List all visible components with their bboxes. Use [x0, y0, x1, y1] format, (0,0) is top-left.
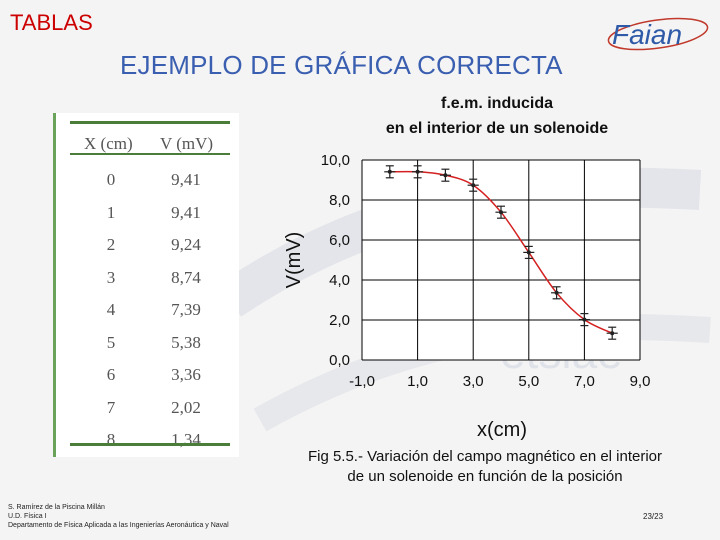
x-tick-label: 3,0 — [463, 373, 484, 390]
table-cell-x: 5 — [106, 332, 116, 352]
data-point — [443, 173, 448, 178]
table-cell-x: 0 — [106, 170, 116, 189]
figure-caption: Fig 5.5.- Variación del campo magnético … — [260, 447, 710, 487]
table-cell-v: 5,38 — [171, 332, 201, 352]
table-cell-v: 9,41 — [171, 170, 201, 189]
slide-title: EJEMPLO DE GRÁFICA CORRECTA — [120, 50, 563, 80]
column-header-v: V (mV) — [160, 134, 214, 153]
chart-title: f.e.m. inducida — [441, 95, 553, 112]
data-point — [415, 169, 420, 174]
data-point — [499, 210, 503, 215]
table-cell-v: 1,34 — [171, 430, 201, 449]
x-axis-label: x(cm) — [477, 419, 527, 441]
data-table: X (cm) V (mV) 0 9,41 1 9,41 2 9,24 3 8,74 4 7,39 5… — [53, 113, 239, 457]
data-point — [610, 331, 615, 336]
table-cell-x: 3 — [106, 267, 116, 287]
table-cell-v: 9,41 — [171, 202, 201, 222]
table-cell-x: 7 — [106, 397, 116, 417]
table-cell-x: 8 — [106, 430, 116, 449]
y-tick-label: 2,0 — [329, 312, 350, 329]
chart: f.e.m. inducida en el interior de un sol… — [283, 95, 651, 441]
x-tick-label: -1,0 — [349, 373, 375, 390]
table-cell-x: 4 — [106, 300, 116, 319]
data-point — [526, 250, 531, 255]
x-tick-label: 5,0 — [518, 373, 539, 390]
footer: S. Ramírez de la Piscina Millán U.D. Fís… — [8, 503, 229, 530]
data-point — [582, 317, 587, 322]
y-tick-label: 0,0 — [329, 352, 350, 369]
column-header-x: X (cm) — [84, 134, 133, 153]
slide-header: TABLAS — [10, 10, 93, 35]
logo-text: Faian — [612, 19, 682, 50]
y-tick-label: 10,0 — [321, 152, 350, 169]
y-axis-label: V(mV) — [283, 232, 305, 289]
table-cell-x: 6 — [106, 365, 116, 384]
plot-background — [362, 160, 640, 360]
table-cell-x: 1 — [106, 202, 116, 222]
y-tick-label: 4,0 — [329, 272, 350, 289]
table-cell-v: 3,36 — [171, 365, 201, 384]
y-tick-label: 8,0 — [329, 192, 350, 209]
footer-department: Departamento de Física Aplicada a las In… — [8, 522, 229, 529]
x-tick-label: 7,0 — [574, 373, 595, 390]
table-cell-x: 2 — [106, 235, 116, 254]
data-point — [387, 169, 392, 174]
y-tick-label: 6,0 — [329, 232, 350, 249]
footer-author: S. Ramírez de la Piscina Millán — [8, 504, 105, 511]
table-cell-v: 9,24 — [171, 235, 201, 254]
chart-subtitle: en el interior de un solenoide — [386, 120, 608, 137]
table-cell-v: 2,02 — [171, 397, 201, 417]
table-header-rule — [70, 153, 230, 155]
table-cell-v: 8,74 — [171, 267, 201, 287]
table-bottom-rule — [70, 443, 230, 446]
x-tick-label: 9,0 — [630, 373, 651, 390]
table-top-rule — [70, 121, 230, 124]
plot-area: -1,0 1,0 3,0 5,0 7,0 9,0 0,0 2,0 4,0 6,0 8,0 10,0 — [321, 152, 651, 390]
table-cell-v: 7,39 — [171, 300, 201, 319]
footer-unit: U.D. Física I — [8, 513, 47, 520]
data-point — [554, 290, 559, 295]
faian-logo: Faian — [607, 17, 709, 51]
page-number: 23/23 — [643, 512, 664, 521]
x-tick-label: 1,0 — [407, 373, 428, 390]
caption-line-1: Fig 5.5.- Variación del campo magnético … — [307, 448, 663, 465]
caption-line-2: de un solenoide en función de la posició… — [347, 468, 623, 485]
data-point — [471, 183, 476, 188]
